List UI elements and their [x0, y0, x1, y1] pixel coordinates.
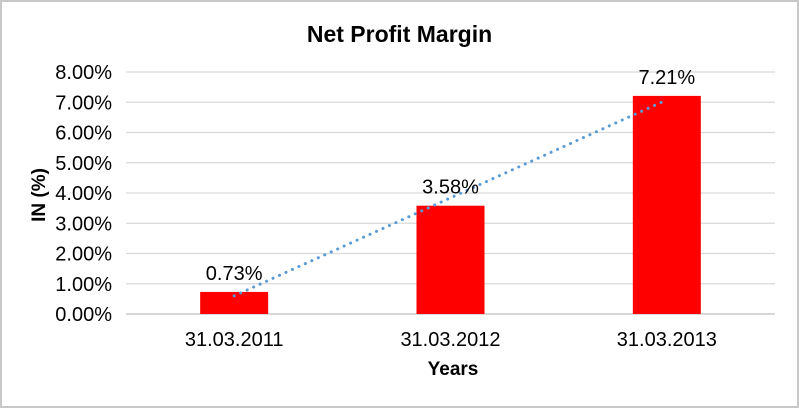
y-tick-label: 0.00% [55, 304, 112, 326]
y-tick-label: 1.00% [55, 274, 112, 296]
bar-31.03.2011[interactable] [200, 291, 269, 314]
y-tick-label: 2.00% [55, 244, 112, 266]
y-tick-label: 5.00% [55, 153, 112, 175]
bar-data-label: 0.73% [206, 263, 263, 285]
bar-31.03.2013[interactable] [632, 95, 701, 315]
y-tick-label: 4.00% [55, 183, 112, 205]
chart-title: Net Profit Margin [306, 21, 493, 47]
x-tick-label: 31.03.2012 [400, 329, 500, 351]
bar-31.03.2012[interactable] [416, 205, 485, 314]
x-axis-title: Years [427, 359, 479, 380]
x-tick-label: 31.03.2011 [185, 329, 284, 351]
y-tick-label: 3.00% [55, 213, 112, 235]
bar-data-label: 7.21% [638, 67, 695, 89]
y-tick-label: 8.00% [55, 62, 112, 84]
trendline[interactable] [232, 98, 669, 298]
y-tick-label: 6.00% [55, 123, 112, 145]
y-tick-label: 7.00% [55, 92, 112, 114]
bar-data-label: 3.58% [422, 177, 479, 199]
x-tick-label: 31.03.2013 [617, 329, 717, 351]
